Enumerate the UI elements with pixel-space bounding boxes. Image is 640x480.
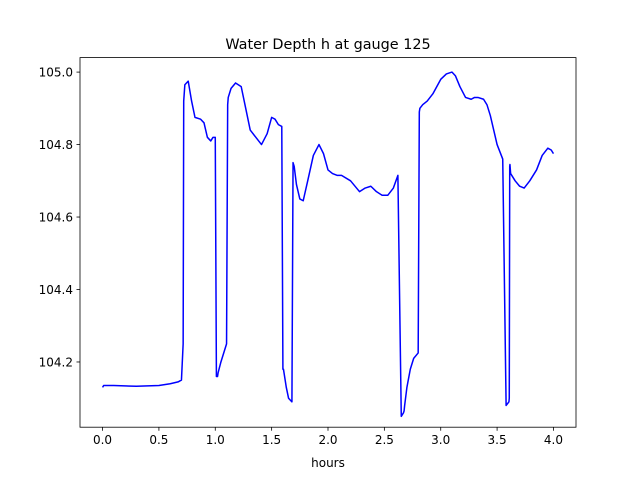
x-axis-label: hours	[311, 456, 345, 470]
x-tick-label: 1.0	[206, 433, 225, 447]
x-tick-label: 1.5	[262, 433, 281, 447]
x-tick-label: 0.0	[93, 433, 112, 447]
x-tick-label: 2.5	[375, 433, 394, 447]
x-axis: 0.0 0.5 1.0 1.5 2.0 2.5 3.0 3.5 4.0	[93, 427, 563, 447]
y-axis: 104.2 104.4 104.6 104.8 105.0	[39, 65, 80, 369]
x-tick-label: 4.0	[544, 433, 563, 447]
x-tick-label: 0.5	[149, 433, 168, 447]
y-tick-label: 104.2	[39, 355, 73, 369]
x-tick-label: 3.0	[431, 433, 450, 447]
series-line-0	[101, 71, 555, 418]
x-tick-label: 3.5	[488, 433, 507, 447]
series-layer	[101, 71, 555, 418]
chart-title: Water Depth h at gauge 125	[225, 37, 430, 53]
y-tick-label: 105.0	[39, 65, 73, 79]
y-tick-label: 104.6	[39, 210, 73, 224]
x-tick-label: 2.0	[318, 433, 337, 447]
plot-frame	[79, 57, 577, 428]
y-tick-label: 104.8	[39, 138, 73, 152]
y-tick-label: 104.4	[39, 283, 73, 297]
